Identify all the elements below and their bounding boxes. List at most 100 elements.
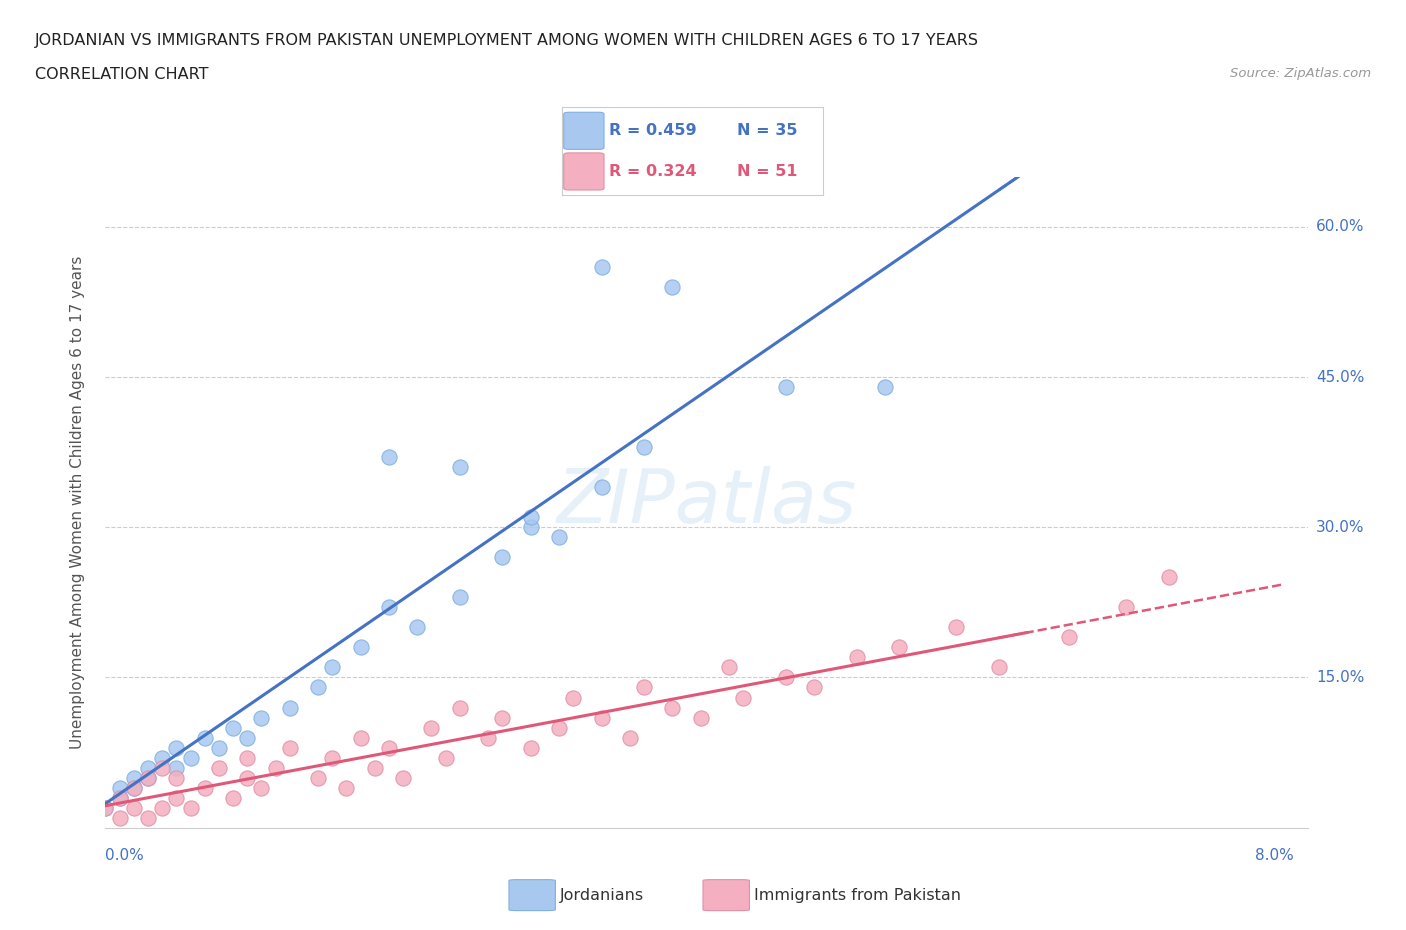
Point: [250, 780, 273, 795]
Point: [733, 690, 755, 705]
Point: [307, 680, 329, 695]
Text: 8.0%: 8.0%: [1254, 848, 1294, 863]
Point: [122, 780, 145, 795]
Point: [519, 510, 541, 525]
Text: R = 0.324: R = 0.324: [609, 164, 697, 179]
Point: [633, 680, 655, 695]
Point: [378, 740, 401, 755]
Point: [775, 379, 797, 394]
Point: [335, 780, 357, 795]
Text: Source: ZipAtlas.com: Source: ZipAtlas.com: [1230, 67, 1371, 80]
FancyBboxPatch shape: [703, 880, 749, 910]
Point: [236, 730, 259, 745]
Point: [987, 660, 1010, 675]
Point: [1157, 570, 1180, 585]
Point: [136, 810, 159, 825]
Text: JORDANIAN VS IMMIGRANTS FROM PAKISTAN UNEMPLOYMENT AMONG WOMEN WITH CHILDREN AGE: JORDANIAN VS IMMIGRANTS FROM PAKISTAN UN…: [35, 33, 979, 47]
Point: [591, 711, 613, 725]
Text: N = 51: N = 51: [737, 164, 797, 179]
Point: [150, 800, 173, 815]
Point: [122, 770, 145, 785]
Point: [392, 770, 415, 785]
Point: [321, 751, 343, 765]
Point: [122, 800, 145, 815]
Point: [803, 680, 825, 695]
Point: [689, 711, 711, 725]
Point: [307, 770, 329, 785]
Point: [165, 760, 187, 775]
Point: [165, 770, 187, 785]
Point: [150, 760, 173, 775]
Text: 60.0%: 60.0%: [1316, 219, 1364, 234]
Point: [718, 660, 741, 675]
Point: [875, 379, 897, 394]
Point: [165, 740, 187, 755]
Point: [108, 810, 131, 825]
Point: [889, 640, 911, 655]
Point: [108, 790, 131, 805]
Point: [349, 640, 371, 655]
Point: [491, 550, 513, 565]
Point: [165, 790, 187, 805]
Point: [122, 780, 145, 795]
Point: [364, 760, 387, 775]
Point: [378, 450, 401, 465]
Point: [179, 751, 201, 765]
Text: CORRELATION CHART: CORRELATION CHART: [35, 67, 208, 82]
Point: [194, 780, 217, 795]
Point: [94, 800, 117, 815]
Point: [477, 730, 499, 745]
Point: [208, 760, 231, 775]
Y-axis label: Unemployment Among Women with Children Ages 6 to 17 years: Unemployment Among Women with Children A…: [70, 256, 84, 749]
FancyBboxPatch shape: [564, 153, 605, 190]
Point: [222, 720, 245, 735]
Text: ZIPatlas: ZIPatlas: [557, 466, 856, 538]
Text: Jordanians: Jordanians: [560, 887, 644, 903]
Point: [179, 800, 201, 815]
Point: [94, 800, 117, 815]
Point: [250, 711, 273, 725]
Point: [945, 620, 967, 635]
Point: [108, 780, 131, 795]
Text: 45.0%: 45.0%: [1316, 369, 1364, 384]
Point: [236, 770, 259, 785]
Point: [136, 770, 159, 785]
Point: [591, 259, 613, 274]
Point: [633, 440, 655, 455]
Point: [434, 751, 457, 765]
Point: [349, 730, 371, 745]
Point: [321, 660, 343, 675]
Point: [449, 700, 471, 715]
FancyBboxPatch shape: [564, 113, 605, 150]
Point: [548, 530, 571, 545]
Point: [661, 279, 683, 294]
Text: 0.0%: 0.0%: [105, 848, 145, 863]
Point: [108, 790, 131, 805]
Point: [406, 620, 429, 635]
Point: [591, 480, 613, 495]
Point: [562, 690, 585, 705]
Text: Immigrants from Pakistan: Immigrants from Pakistan: [754, 887, 960, 903]
Point: [491, 711, 513, 725]
Point: [619, 730, 641, 745]
FancyBboxPatch shape: [509, 880, 555, 910]
Point: [278, 700, 301, 715]
Point: [519, 520, 541, 535]
Point: [208, 740, 231, 755]
Point: [449, 459, 471, 474]
Point: [420, 720, 443, 735]
Point: [136, 760, 159, 775]
Text: 30.0%: 30.0%: [1316, 520, 1364, 535]
Point: [845, 650, 868, 665]
Text: 15.0%: 15.0%: [1316, 670, 1364, 685]
Point: [775, 670, 797, 684]
Point: [278, 740, 301, 755]
Point: [661, 700, 683, 715]
Text: N = 35: N = 35: [737, 124, 797, 139]
Point: [1059, 630, 1081, 644]
Point: [548, 720, 571, 735]
Point: [519, 740, 541, 755]
Point: [1115, 600, 1137, 615]
Point: [378, 600, 401, 615]
Point: [449, 590, 471, 604]
